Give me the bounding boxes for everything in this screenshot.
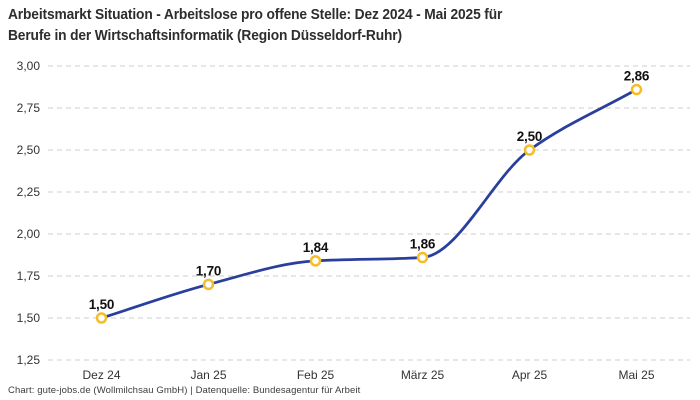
page-title: Arbeitsmarkt Situation - Arbeitslose pro…	[8, 5, 635, 47]
data-value-label: 2,50	[517, 129, 542, 144]
y-tick-label: 2,75	[17, 101, 41, 115]
y-tick-label: 1,50	[17, 311, 41, 325]
y-tick-label: 1,25	[17, 353, 41, 367]
y-tick-label: 1,75	[17, 269, 41, 283]
y-tick-label: 2,25	[17, 185, 41, 199]
line-series-path	[100, 88, 638, 320]
data-point-marker	[416, 251, 429, 264]
y-tick-label: 2,50	[17, 143, 41, 157]
x-axis-label: Apr 25	[512, 368, 548, 382]
data-value-label: 1,50	[89, 297, 114, 312]
x-axis-label: Feb 25	[297, 368, 335, 382]
x-axis-label: Mai 25	[618, 368, 654, 382]
data-value-label: 1,84	[303, 240, 329, 255]
chart-title-line2: Berufe in der Wirtschaftsinformatik (Reg…	[8, 28, 402, 44]
y-tick-label: 2,00	[17, 227, 41, 241]
attribution-footer: Chart: gute-jobs.de (Wollmilchsau GmbH) …	[8, 385, 361, 396]
y-tick-label: 3,00	[17, 59, 41, 73]
data-point-marker	[630, 83, 643, 96]
chart-title-line1: Arbeitsmarkt Situation - Arbeitslose pro…	[8, 7, 503, 23]
x-axis-label: Jan 25	[190, 368, 226, 382]
data-value-label: 1,86	[410, 237, 436, 252]
data-point-marker	[202, 278, 215, 291]
data-value-label: 1,70	[196, 263, 221, 278]
data-point-marker	[95, 312, 108, 324]
data-point-marker	[309, 255, 322, 267]
x-axis-label: Dez 24	[82, 368, 120, 382]
x-axis-label: März 25	[401, 368, 445, 382]
data-point-marker	[523, 144, 536, 156]
data-value-label: 2,86	[624, 69, 650, 84]
